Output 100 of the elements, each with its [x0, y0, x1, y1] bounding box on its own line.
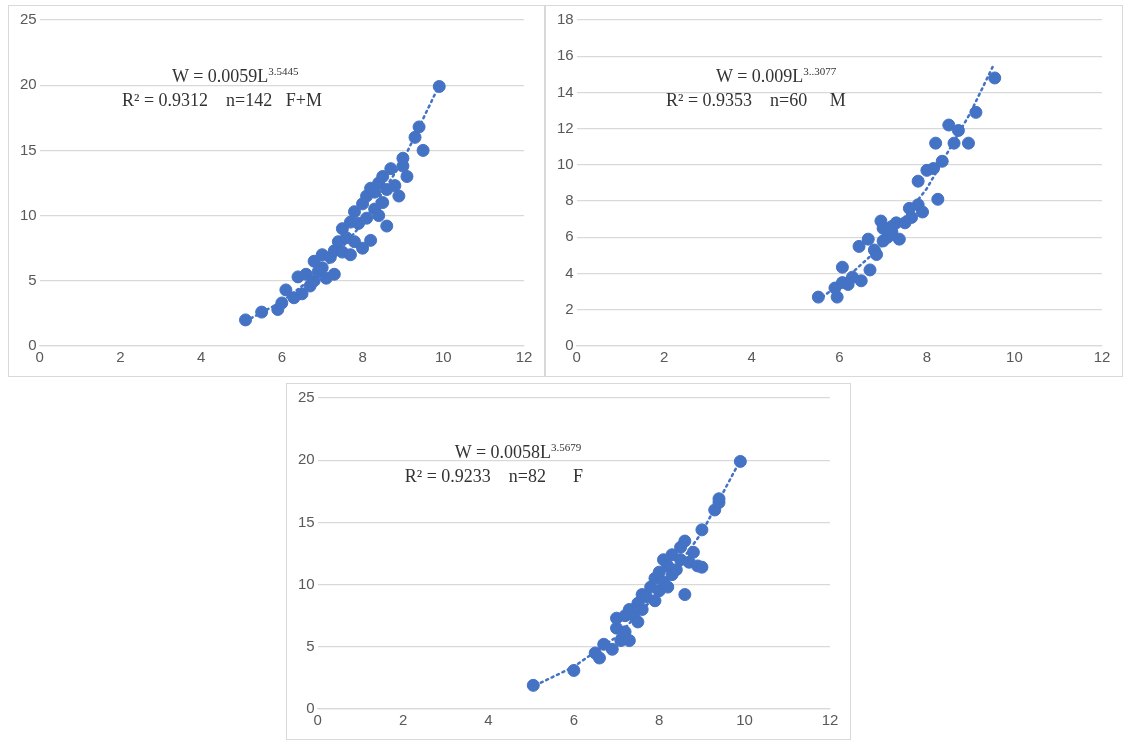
point	[635, 602, 649, 616]
x-tick-label: 2	[116, 348, 125, 366]
y-tick-label: 4	[565, 263, 574, 281]
point	[275, 296, 289, 310]
y-tick-label: 0	[28, 336, 37, 354]
x-tick-label: 4	[196, 348, 206, 366]
point	[695, 523, 709, 537]
y-tick-label: 10	[298, 574, 315, 592]
y-tick-label: 18	[557, 10, 574, 28]
x-tick-label: 10	[434, 348, 452, 366]
x-tick-label: 12	[1093, 348, 1111, 366]
point	[648, 594, 662, 608]
x-tick-label: 8	[922, 348, 932, 366]
point	[343, 248, 357, 262]
point	[861, 232, 875, 246]
y-tick-label: 12	[557, 118, 574, 136]
y-tick-label: 10	[557, 155, 574, 173]
point	[902, 201, 916, 215]
point	[931, 192, 945, 206]
point	[605, 642, 619, 656]
point	[830, 290, 844, 304]
y-tick-label: 6	[565, 227, 574, 245]
x-tick-label: 8	[358, 348, 367, 366]
annotation: R² = 0.9233 n=82 F	[404, 465, 583, 489]
x-tick-label: 12	[515, 348, 533, 366]
point	[592, 651, 606, 665]
point	[384, 162, 398, 176]
x-tick-label: 6	[277, 348, 287, 366]
point	[892, 232, 906, 246]
point	[942, 118, 956, 132]
y-tick-label: 25	[298, 388, 315, 406]
point	[295, 287, 309, 301]
point	[935, 154, 949, 168]
point	[988, 71, 1002, 85]
point	[969, 105, 983, 119]
point	[567, 663, 581, 677]
point	[279, 283, 293, 297]
point	[852, 239, 866, 253]
point	[380, 219, 394, 233]
point	[255, 305, 269, 319]
y-tick-label: 0	[306, 699, 315, 717]
point	[929, 136, 943, 150]
point	[432, 80, 446, 93]
point	[876, 234, 890, 248]
point	[416, 143, 430, 157]
point	[916, 205, 930, 219]
y-tick-label: 5	[306, 636, 315, 654]
point	[951, 123, 965, 137]
point	[388, 179, 402, 193]
x-tick-label: 4	[484, 711, 493, 729]
annotation: W = 0.0059L$^{3.5445}$	[171, 64, 300, 89]
point	[526, 678, 540, 692]
point	[961, 136, 975, 150]
y-tick-label: 10	[20, 205, 37, 223]
x-tick-label: 4	[747, 348, 756, 366]
x-tick-label: 8	[655, 711, 664, 729]
point	[376, 169, 390, 183]
point	[396, 151, 410, 165]
y-tick-label: 2	[565, 299, 574, 317]
point	[364, 233, 378, 247]
point	[686, 545, 700, 559]
point	[920, 163, 934, 177]
point	[854, 274, 868, 288]
x-tick-label: 2	[660, 348, 669, 366]
y-tick-label: 20	[20, 75, 37, 93]
point	[678, 588, 692, 602]
x-tick-label: 2	[398, 711, 408, 729]
point	[347, 205, 361, 219]
point	[408, 130, 422, 144]
point	[239, 313, 253, 327]
y-tick-label: 8	[565, 191, 574, 209]
point	[811, 290, 825, 304]
point	[870, 248, 884, 262]
point	[347, 235, 361, 249]
point	[412, 120, 426, 134]
x-tick-label: 12	[821, 711, 839, 729]
x-tick-label: 6	[835, 348, 844, 366]
point	[372, 209, 386, 223]
y-tick-label: 5	[28, 270, 37, 288]
point	[733, 454, 747, 468]
annotation: W = 0.0058L$^{3.5679}$	[453, 440, 583, 465]
annotation: R² = 0.9312 n=142 F+M	[122, 89, 322, 113]
point	[631, 615, 645, 629]
y-tick-label: 16	[557, 46, 574, 64]
point	[678, 534, 692, 548]
annotation: R² = 0.9353 n=60 M	[665, 89, 846, 113]
y-tick-label: 15	[298, 512, 315, 530]
point	[835, 260, 849, 274]
point	[392, 189, 406, 203]
point	[947, 136, 961, 150]
point	[356, 241, 370, 255]
annotation: W = 0.009L$^{3..3077}$	[715, 64, 838, 89]
point	[400, 169, 414, 183]
x-tick-label: 10	[1006, 348, 1023, 366]
point	[911, 174, 925, 188]
y-tick-label: 25	[20, 10, 37, 28]
y-tick-label: 0	[565, 336, 574, 354]
y-tick-label: 20	[298, 450, 315, 468]
point	[360, 211, 374, 225]
y-tick-label: 15	[20, 140, 37, 158]
